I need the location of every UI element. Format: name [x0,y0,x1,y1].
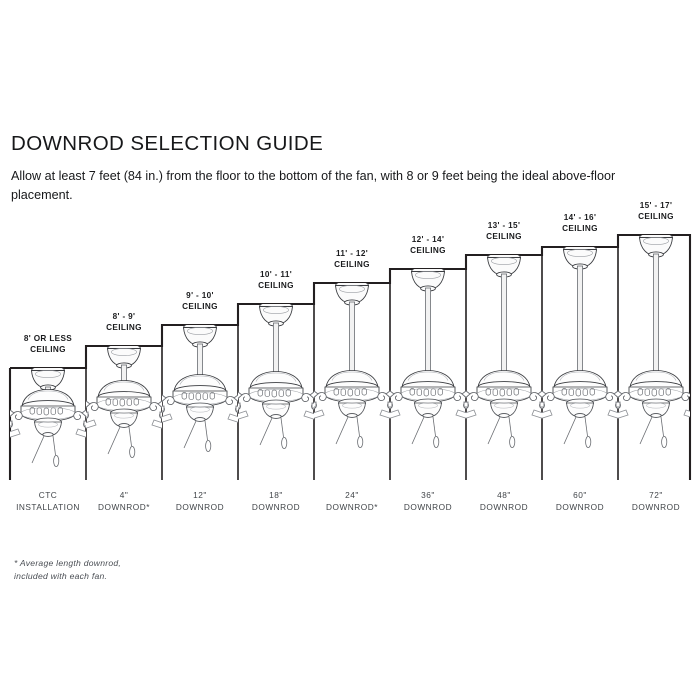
downrod-stair-diagram: 8' OR LESS CEILING 8' - 9' CEILING 9' - … [0,201,700,505]
fan-illustration [86,346,162,459]
fan-illustration [238,304,314,450]
downrod-caption-2: 12" DOWNROD [175,490,225,513]
stair-step-illustration [8,233,692,480]
fan-illustration [390,269,466,449]
ceiling-fan-illustrations [10,235,690,468]
page-title: DOWNROD SELECTION GUIDE [11,131,324,155]
ceiling-label-4: 11' - 12' CEILING [334,249,370,270]
footnote-line-2: included with each fan. [14,570,108,581]
fan-illustration [162,325,238,453]
downrod-caption-6: 48" DOWNROD [479,490,529,513]
downrod-caption-7: 60" DOWNROD [555,490,605,513]
footnote-line-1: * Average length downrod, [14,558,122,568]
downrod-caption-8: 72" DOWNROD [631,490,681,513]
fan-illustration [314,283,390,449]
downrod-caption-4: 24" DOWNROD* [326,490,378,513]
fan-illustration [618,235,690,449]
ceiling-label-7: 14' - 16' CEILING [562,213,598,234]
ceiling-label-8: 15' - 17' CEILING [638,201,674,222]
fan-illustration [542,247,618,449]
ceiling-label-5: 12' - 14' CEILING [410,235,446,256]
fan-illustration [10,368,86,468]
ceiling-label-2: 9' - 10' CEILING [182,291,218,312]
ceiling-label-0: 8' OR LESS CEILING [23,334,73,355]
downrod-caption-0: CTC INSTALLATION [16,490,80,513]
footnote: * Average length downrod, included with … [14,557,121,582]
intro-paragraph: Allow at least 7 feet (84 in.) from the … [11,168,616,202]
downrod-caption-5: 36" DOWNROD [403,490,453,513]
ceiling-label-1: 8' - 9' CEILING [106,312,142,333]
fan-illustration [466,255,542,449]
ceiling-label-6: 13' - 15' CEILING [486,221,522,242]
downrod-caption-1: 4" DOWNROD* [98,490,150,513]
downrod-caption-row: CTC INSTALLATION 4" DOWNROD* 12" DOWNROD… [0,489,700,525]
downrod-caption-3: 18" DOWNROD [251,490,301,513]
ceiling-label-3: 10' - 11' CEILING [258,270,294,291]
